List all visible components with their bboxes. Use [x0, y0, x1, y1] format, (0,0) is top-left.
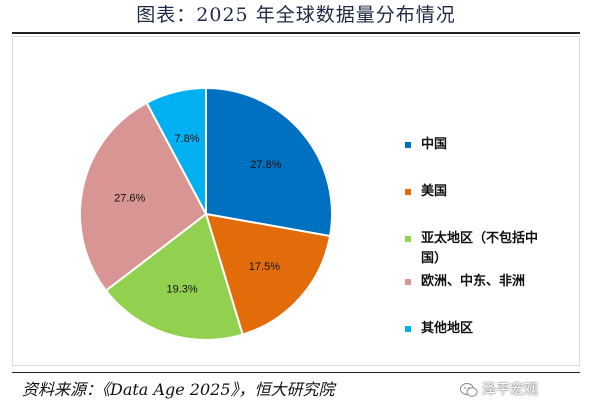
source-note: 资料来源：《Data Age 2025》，恒大研究院 [22, 380, 335, 399]
legend-item: 美国 [405, 182, 583, 202]
chart-legend: 中国美国亚太地区（不包括中 国） 欧洲、中东、非洲 其他地区 [405, 135, 583, 339]
legend-item: 其他地区 [405, 319, 583, 339]
legend-swatch [405, 279, 411, 285]
legend-item: 中国 [405, 135, 583, 155]
slice-data-label: 7.8% [174, 133, 199, 145]
legend-label: 其他地区 [421, 321, 474, 336]
legend-label: 美国 [421, 184, 448, 199]
chart-title: 图表：2025 年全球数据量分布情况 [136, 4, 456, 26]
chart-area: 27.8% 17.5% 19.3% 27.6% 7.8% 中国美国亚太地区（不包括中 国）… [12, 36, 580, 366]
bottom-divider [12, 372, 580, 373]
legend-label: 亚太地区（不包括中 [421, 231, 539, 246]
slice-data-label: 19.3% [166, 283, 197, 295]
pie-slice [104, 212, 244, 341]
legend-label: 国） [421, 251, 448, 266]
wechat-icon [460, 383, 478, 397]
top-divider [12, 32, 580, 34]
slice-data-label: 17.5% [249, 261, 280, 273]
legend-item: 欧洲、中东、非洲 [405, 272, 583, 292]
legend-swatch [405, 189, 411, 195]
pie-slice [79, 101, 208, 293]
legend-item: 亚太地区（不包括中 国） [405, 229, 583, 269]
watermark: 泽平宏观 [482, 382, 538, 398]
legend-swatch [405, 326, 411, 332]
legend-label: 中国 [421, 137, 448, 152]
legend-swatch [405, 142, 411, 148]
slice-data-label: 27.8% [250, 159, 281, 171]
legend-swatch [405, 236, 411, 242]
legend-label: 欧洲、中东、非洲 [421, 274, 526, 289]
pie-slice [204, 212, 332, 336]
pie-slice [205, 86, 333, 238]
slice-data-label: 27.6% [114, 192, 145, 204]
pie-slice [145, 86, 207, 215]
pie-chart: 27.8% 17.5% 19.3% 27.6% 7.8% [79, 86, 333, 341]
